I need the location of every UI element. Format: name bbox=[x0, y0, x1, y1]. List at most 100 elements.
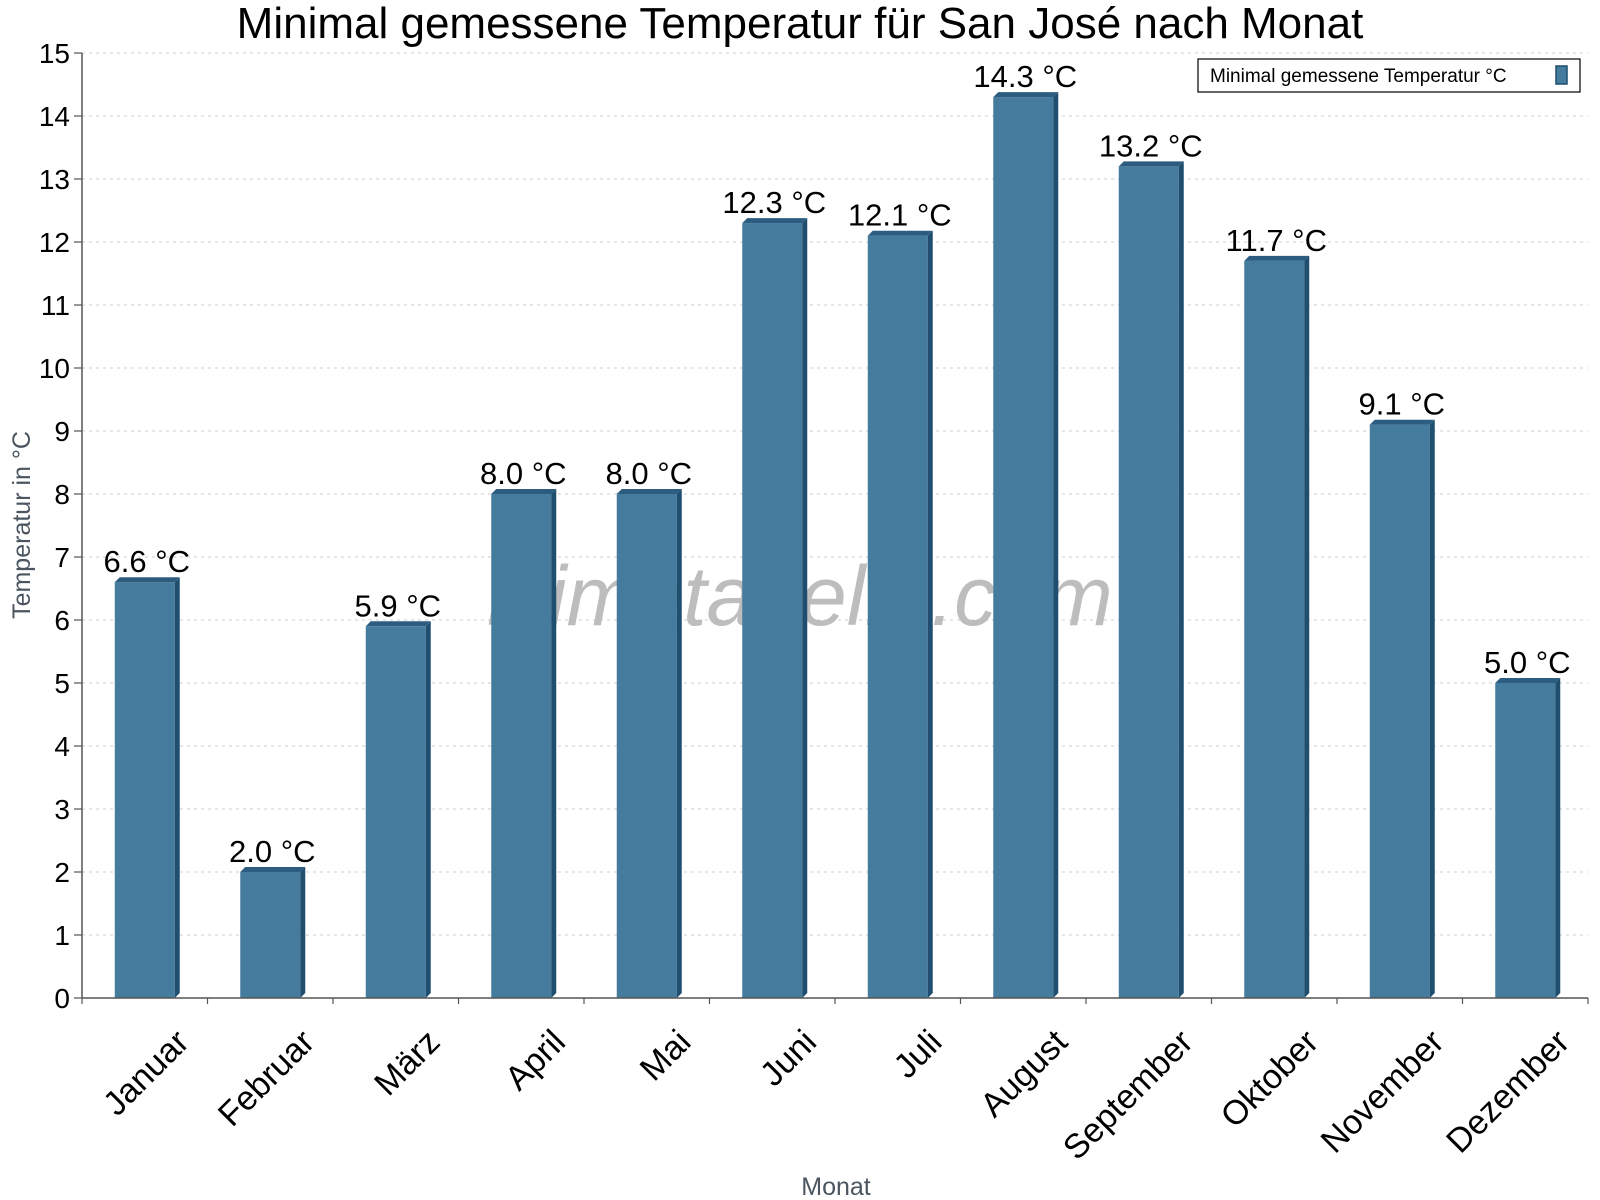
bar-top bbox=[867, 230, 933, 236]
bar-top bbox=[1118, 161, 1184, 167]
bar-top bbox=[616, 489, 682, 494]
data-label: 11.7 °C bbox=[1226, 223, 1327, 258]
bar-side bbox=[425, 621, 431, 998]
grid-lines bbox=[82, 52, 1588, 936]
data-label: 8.0 °C bbox=[480, 456, 567, 491]
x-axis-label: Monat bbox=[801, 1173, 871, 1200]
data-label: 5.9 °C bbox=[355, 588, 442, 623]
x-tick-label: November bbox=[1314, 1023, 1452, 1161]
bar-märz bbox=[365, 621, 431, 998]
data-label: 2.0 °C bbox=[229, 834, 316, 869]
data-label: 9.1 °C bbox=[1359, 387, 1446, 422]
bar-side bbox=[300, 867, 306, 998]
bar-front bbox=[114, 582, 175, 998]
bar-side bbox=[1178, 161, 1184, 998]
bar-top bbox=[365, 621, 431, 627]
y-tick-label: 14 bbox=[39, 101, 70, 132]
bars bbox=[114, 92, 1561, 999]
bar-side bbox=[927, 230, 933, 998]
chart-title: Minimal gemessene Temperatur für San Jos… bbox=[237, 0, 1364, 48]
legend-label: Minimal gemessene Temperatur °C bbox=[1210, 66, 1507, 87]
bar-front bbox=[1118, 166, 1179, 998]
y-tick-label: 4 bbox=[54, 731, 70, 762]
data-label: 14.3 °C bbox=[973, 59, 1077, 94]
y-axis-label: Temperatur in °C bbox=[8, 431, 36, 619]
bar-top bbox=[1495, 678, 1561, 683]
bar-side bbox=[1555, 678, 1561, 998]
bar-september bbox=[1118, 161, 1184, 998]
bar-front bbox=[1495, 683, 1556, 998]
bar-februar bbox=[240, 867, 306, 998]
data-label: 5.0 °C bbox=[1484, 645, 1571, 680]
data-label: 12.1 °C bbox=[848, 198, 952, 233]
bar-august bbox=[993, 92, 1059, 999]
data-labels: 6.6 °C 2.0 °C 5.9 °C 8.0 °C 8.0 °C 12.3 °C 12.… bbox=[104, 59, 1571, 869]
bar-front bbox=[993, 97, 1054, 999]
bar-side bbox=[174, 577, 180, 998]
bar-front bbox=[240, 872, 301, 998]
bar-front bbox=[616, 494, 677, 998]
bar-side bbox=[551, 489, 557, 998]
bar-top bbox=[1369, 419, 1435, 425]
x-tick-label: Juni bbox=[753, 1023, 824, 1094]
y-tick-label: 9 bbox=[54, 416, 70, 447]
y-tick-label: 1 bbox=[54, 920, 70, 951]
bar-november bbox=[1369, 419, 1435, 998]
bar-mai bbox=[616, 489, 682, 998]
bar-juli bbox=[867, 230, 933, 998]
legend: Minimal gemessene Temperatur °C bbox=[1197, 58, 1581, 93]
legend-swatch bbox=[1555, 65, 1568, 85]
data-label: 8.0 °C bbox=[606, 456, 693, 491]
bar-dezember bbox=[1495, 678, 1561, 998]
bar-top bbox=[742, 218, 808, 224]
x-tick-label: Juli bbox=[886, 1023, 949, 1086]
bar-januar bbox=[114, 577, 180, 998]
bar-front bbox=[365, 626, 426, 998]
y-tick-label: 5 bbox=[54, 668, 70, 699]
bar-side bbox=[1429, 419, 1435, 998]
y-tick-label: 15 bbox=[39, 38, 70, 69]
bar-top bbox=[993, 92, 1059, 98]
x-tick-label: Dezember bbox=[1439, 1023, 1577, 1161]
x-tick-label: April bbox=[498, 1023, 573, 1098]
bar-top bbox=[1244, 255, 1310, 261]
bar-top bbox=[114, 577, 180, 583]
bar-april bbox=[491, 489, 557, 998]
bar-juni bbox=[742, 218, 808, 999]
x-tick-label: Oktober bbox=[1214, 1023, 1326, 1135]
y-tick-label: 10 bbox=[39, 353, 70, 384]
y-tick-label: 12 bbox=[39, 227, 70, 258]
bar-front bbox=[1369, 424, 1430, 998]
bar-front bbox=[742, 223, 803, 999]
data-label: 6.6 °C bbox=[104, 544, 191, 579]
bar-side bbox=[676, 489, 682, 998]
bar-side bbox=[802, 218, 808, 999]
x-tick-label: August bbox=[973, 1022, 1075, 1124]
y-tick-label: 2 bbox=[54, 857, 70, 888]
bar-oktober bbox=[1244, 255, 1310, 998]
y-tick-label: 3 bbox=[54, 794, 70, 825]
bar-front bbox=[867, 235, 928, 998]
bar-front bbox=[1244, 260, 1305, 998]
x-tick-label: März bbox=[367, 1023, 447, 1103]
y-tick-label: 8 bbox=[54, 479, 70, 510]
y-tick-label: 6 bbox=[54, 605, 70, 636]
bar-front bbox=[491, 494, 552, 998]
y-tick-label: 7 bbox=[54, 542, 70, 573]
bar-side bbox=[1053, 92, 1059, 999]
x-tick-label: September bbox=[1056, 1023, 1200, 1167]
y-tick-label: 0 bbox=[54, 983, 70, 1014]
x-tick-label: Mai bbox=[633, 1023, 699, 1089]
legend-box bbox=[1197, 58, 1581, 93]
x-tick-label: Februar bbox=[211, 1023, 322, 1134]
bar-top bbox=[491, 489, 557, 494]
bar-top bbox=[240, 867, 306, 872]
data-label: 13.2 °C bbox=[1099, 128, 1203, 163]
y-tick-label: 11 bbox=[41, 290, 70, 321]
data-label: 12.3 °C bbox=[722, 185, 826, 220]
bar-side bbox=[1304, 255, 1310, 998]
y-tick-label: 13 bbox=[39, 164, 70, 195]
x-tick-label: Januar bbox=[96, 1023, 196, 1123]
